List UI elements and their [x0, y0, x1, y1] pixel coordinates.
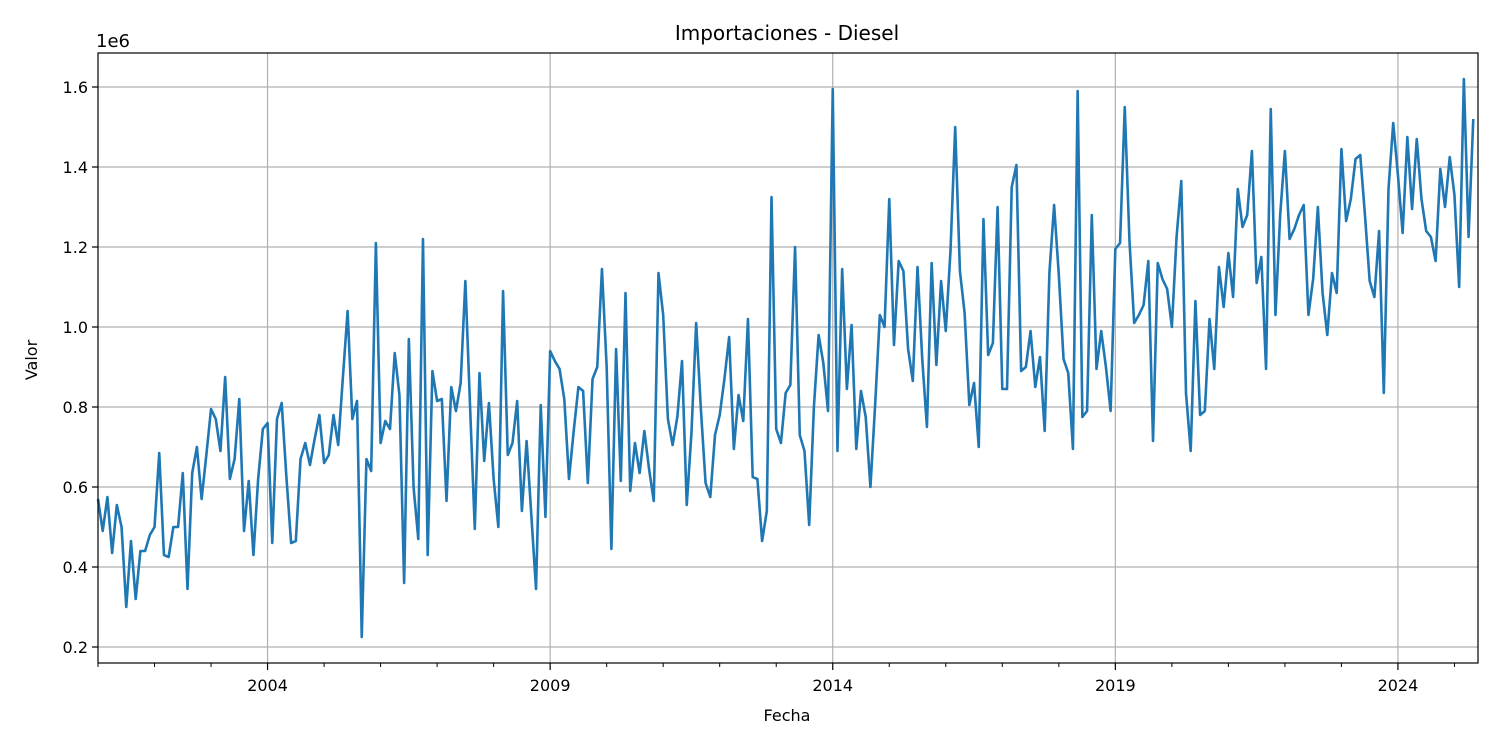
- y-tick-label: 1.2: [63, 238, 88, 257]
- y-tick-label: 1.0: [63, 318, 88, 337]
- y-tick-label: 0.6: [63, 478, 88, 497]
- chart-title: Importaciones - Diesel: [675, 21, 899, 45]
- x-tick-label: 2024: [1378, 676, 1419, 695]
- ticks: 0.2 0.4 0.6 0.8 1.0 1.2 1.4 1.6 2004 2009 2014 2019…: [63, 78, 1455, 695]
- y-tick-label: 1.6: [63, 78, 88, 97]
- x-tick-label: 2014: [812, 676, 853, 695]
- x-tick-label: 2004: [247, 676, 288, 695]
- plot-frame: [97, 52, 1479, 664]
- series-group: [96, 77, 1475, 639]
- x-tick-label: 2019: [1095, 676, 1136, 695]
- y-offset-label: 1e6: [96, 31, 130, 52]
- y-tick-label: 0.2: [63, 638, 88, 657]
- y-tick-label: 0.8: [63, 398, 88, 417]
- y-axis-label: Valor: [22, 339, 41, 380]
- y-tick-label: 1.4: [63, 158, 88, 177]
- series-line: [96, 77, 1475, 639]
- x-axis-label: Fecha: [764, 706, 811, 725]
- y-tick-label: 0.4: [63, 558, 88, 577]
- x-tick-label: 2009: [530, 676, 571, 695]
